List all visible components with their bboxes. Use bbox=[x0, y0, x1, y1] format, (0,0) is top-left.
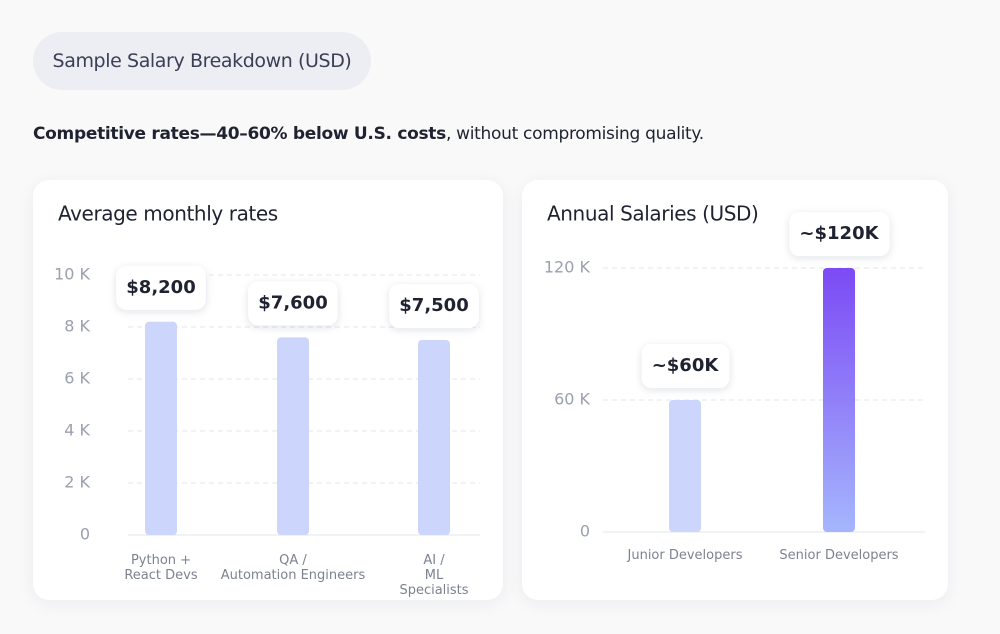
y-tick-label: 10 K bbox=[54, 265, 90, 284]
bar bbox=[669, 400, 701, 532]
x-tick-label: QA / Automation Engineers bbox=[220, 553, 366, 583]
badge-bg bbox=[116, 265, 206, 310]
y-tick-label: 4 K bbox=[64, 421, 90, 440]
badge-bg bbox=[789, 212, 890, 256]
chart-title: Annual Salaries (USD) bbox=[547, 202, 758, 226]
y-tick-label: 0 bbox=[580, 522, 590, 541]
badge-bg bbox=[389, 284, 479, 328]
tagline-bold: Competitive rates—40–60% below U.S. cost… bbox=[33, 124, 446, 144]
value-label: ~$60K bbox=[652, 355, 720, 376]
y-tick-label: 6 K bbox=[64, 369, 90, 388]
value-badge: ~$60K bbox=[641, 344, 730, 388]
bar bbox=[145, 321, 177, 535]
bar bbox=[823, 268, 855, 532]
chart-title: Average monthly rates bbox=[58, 202, 278, 226]
value-label: $8,200 bbox=[126, 277, 195, 298]
tagline: Competitive rates—40–60% below U.S. cost… bbox=[33, 124, 704, 144]
y-tick-label: 120 K bbox=[544, 258, 591, 277]
value-badge: $8,200 bbox=[116, 265, 206, 310]
bar bbox=[418, 340, 450, 535]
badge-bg bbox=[248, 281, 338, 326]
value-label: ~$120K bbox=[799, 223, 879, 244]
value-label: $7,600 bbox=[258, 292, 327, 313]
value-badge: $7,600 bbox=[248, 281, 338, 326]
x-tick-label: Python + React Devs bbox=[124, 553, 198, 583]
bar bbox=[277, 337, 309, 535]
y-tick-label: 0 bbox=[80, 525, 90, 544]
value-badge: $7,500 bbox=[389, 284, 479, 328]
y-tick-label: 60 K bbox=[554, 390, 590, 409]
pill: Sample Salary Breakdown (USD) bbox=[33, 32, 371, 90]
x-tick-label: AI / ML Specialists bbox=[399, 553, 469, 598]
tagline-rest: , without compromising quality. bbox=[445, 124, 704, 144]
x-tick-label: Junior Developers bbox=[627, 548, 743, 563]
y-tick-label: 8 K bbox=[64, 317, 90, 336]
x-tick-label: Senior Developers bbox=[779, 548, 899, 563]
value-label: $7,500 bbox=[399, 295, 468, 316]
value-badge: ~$120K bbox=[789, 212, 890, 256]
badge-bg bbox=[641, 344, 730, 388]
y-tick-label: 2 K bbox=[64, 473, 90, 492]
